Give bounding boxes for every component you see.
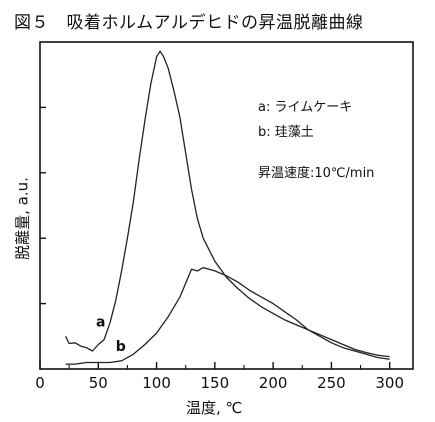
legend-entry-b: b: 珪藻土	[258, 125, 314, 140]
x-tick-label-5: 250	[317, 374, 346, 392]
x-axis-label: 温度, ℃	[186, 399, 243, 417]
x-tick-label-4: 200	[259, 374, 288, 392]
series-line-b	[65, 266, 390, 365]
curve-label-a: a	[96, 314, 105, 330]
curve-labels: ab	[96, 314, 126, 355]
plot-frame	[39, 41, 414, 370]
heating-rate-note: 昇温速度:10℃/min	[258, 166, 375, 181]
y-ticks	[40, 106, 46, 305]
x-tick-label-2: 100	[142, 374, 171, 392]
figure-title: 図５ 吸着ホルムアルデヒドの昇温脱離曲線	[14, 13, 364, 33]
x-tick-label-6: 300	[375, 374, 404, 392]
x-tick-label-1: 50	[89, 374, 108, 392]
x-tick-label-0: 0	[35, 374, 45, 392]
plot-border	[39, 41, 414, 370]
x-tick-label-3: 150	[201, 374, 230, 392]
series-group	[65, 50, 390, 365]
legend-entry-a: a: ライムケーキ	[258, 100, 353, 115]
x-ticks: 0 50 100 150 200 250 300	[35, 362, 404, 392]
y-axis-label: 脱離量, a.u.	[13, 177, 32, 260]
curve-label-b: b	[116, 339, 126, 355]
